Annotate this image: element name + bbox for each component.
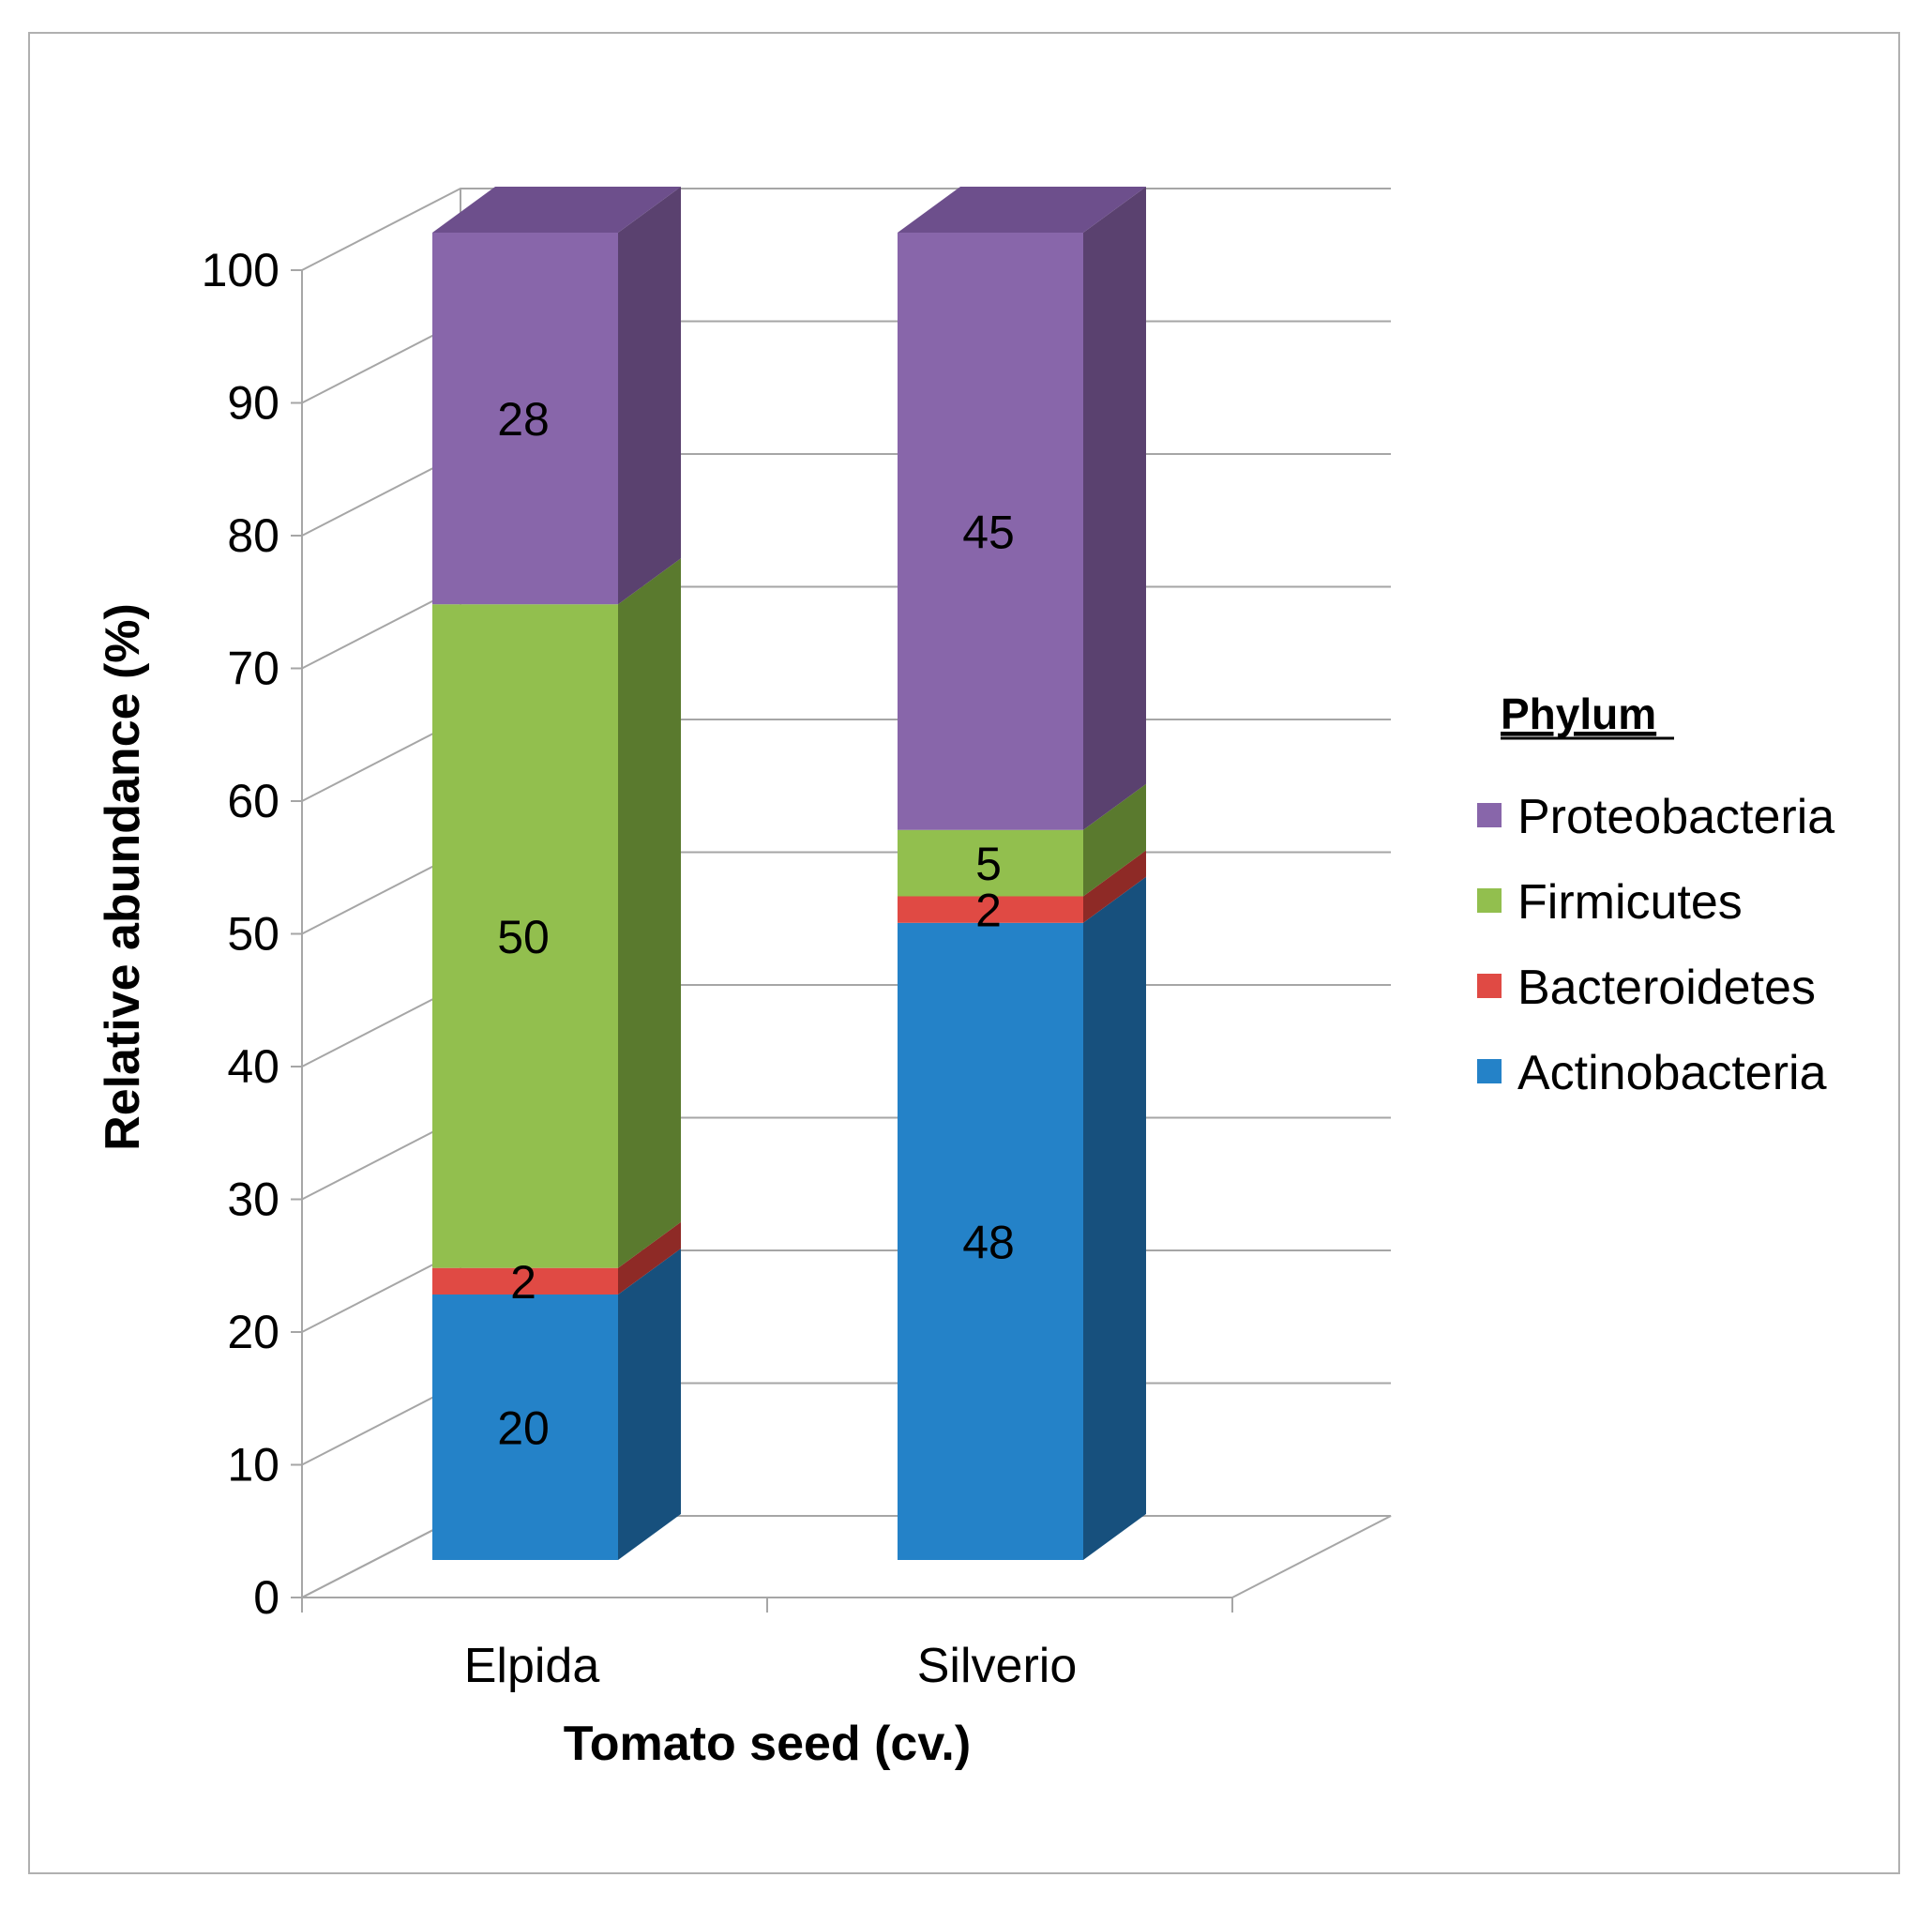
legend-swatch xyxy=(1477,974,1502,998)
legend-label: Firmicutes xyxy=(1517,875,1743,930)
bar-top xyxy=(432,187,681,233)
legend-label: Proteobacteria xyxy=(1517,790,1834,844)
bar-side xyxy=(618,187,681,605)
x-axis-title: Tomato seed (cv.) xyxy=(564,1717,971,1771)
bar-side xyxy=(618,558,681,1268)
legend-swatch xyxy=(1477,803,1502,827)
bar-side xyxy=(618,1221,681,1295)
bar-top xyxy=(898,187,1146,233)
data-label: 5 xyxy=(975,838,1002,890)
y-tick-label: 90 xyxy=(227,377,279,430)
x-category-label: Silverio xyxy=(917,1639,1078,1693)
legend-swatch xyxy=(1477,1059,1502,1083)
bar-segment xyxy=(432,604,618,1268)
y-tick-label: 100 xyxy=(202,244,279,296)
y-axis-ticks: 0 10 20 30 40 50 60 70 80 90 100 xyxy=(202,244,302,1624)
y-tick-label: 20 xyxy=(227,1306,279,1358)
x-category-label: Elpida xyxy=(464,1639,600,1693)
y-tick-label: 70 xyxy=(227,643,279,695)
y-tick-label: 10 xyxy=(227,1439,279,1492)
y-axis-title: Relative abundance (%) xyxy=(96,603,150,1151)
x-axis-categories: Elpida Silverio xyxy=(301,1598,1233,1693)
bar-segment xyxy=(898,233,1083,830)
data-label: 20 xyxy=(497,1402,550,1455)
bar-segment xyxy=(898,896,1083,923)
legend: Phylum Proteobacteria Firmicutes Bacteroid… xyxy=(1477,689,1834,1100)
data-label: 28 xyxy=(497,393,550,446)
data-label: 2 xyxy=(975,885,1002,937)
y-tick-label: 80 xyxy=(227,509,279,562)
data-label: 45 xyxy=(962,506,1015,558)
bar-side xyxy=(1083,850,1146,923)
bar-side xyxy=(618,1249,681,1560)
legend-label: Actinobacteria xyxy=(1517,1046,1827,1100)
bar-segment xyxy=(432,1267,618,1295)
bar-segment xyxy=(432,1295,618,1560)
data-label: 50 xyxy=(497,911,550,963)
data-label: 48 xyxy=(962,1216,1015,1268)
bar-segment xyxy=(898,922,1083,1560)
y-tick-label: 50 xyxy=(227,908,279,961)
y-tick-label: 60 xyxy=(227,775,279,827)
bar-side xyxy=(1083,187,1146,830)
bar-segment xyxy=(898,829,1083,897)
data-label: 2 xyxy=(510,1256,536,1309)
y-tick-label: 40 xyxy=(227,1040,279,1093)
legend-title: Phylum xyxy=(1501,689,1656,738)
y-tick-label: 30 xyxy=(227,1174,279,1226)
bar-side xyxy=(1083,783,1146,897)
bar-segment xyxy=(432,233,618,605)
legend-swatch xyxy=(1477,888,1502,913)
bars xyxy=(432,187,1146,1560)
y-tick-label: 0 xyxy=(253,1571,279,1624)
legend-label: Bacteroidetes xyxy=(1517,961,1816,1015)
bar-side xyxy=(1083,876,1146,1560)
